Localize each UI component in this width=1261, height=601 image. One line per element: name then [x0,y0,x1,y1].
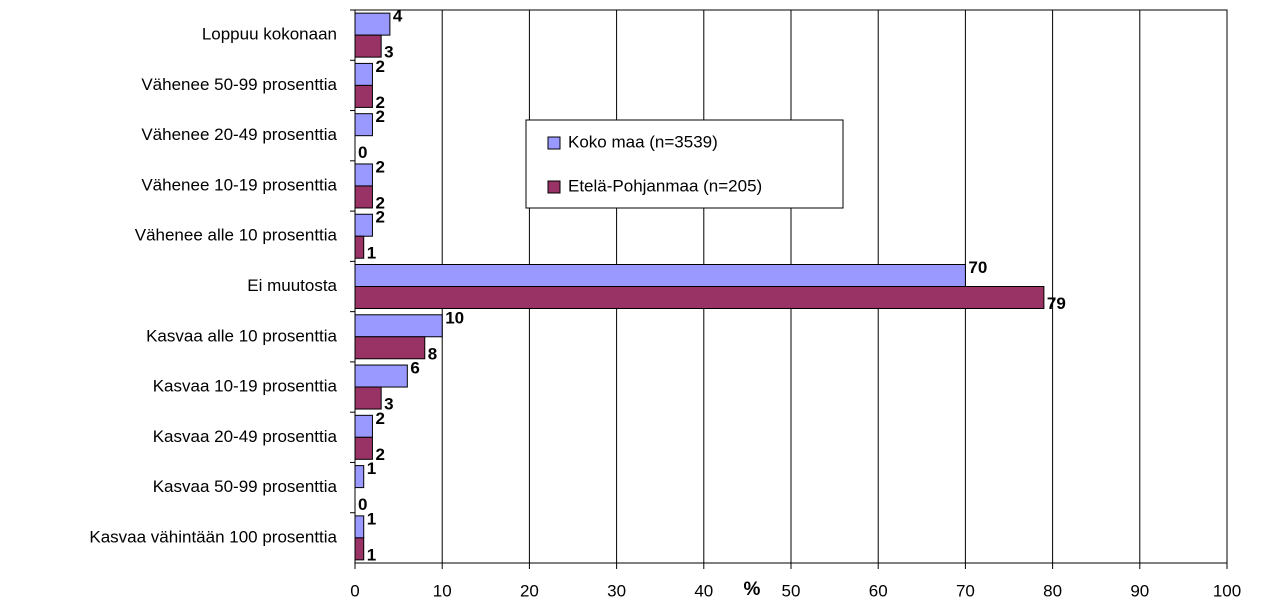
data-label: 70 [968,258,987,277]
data-label: 2 [375,208,384,227]
bar [354,213,373,237]
x-tick-label: 60 [869,581,888,600]
bar [354,314,443,338]
data-label: 1 [367,244,376,263]
legend-label: Etelä-Pohjanmaa (n=205) [568,176,762,195]
legend-label: Koko maa (n=3539) [568,132,718,151]
x-tick-label: 30 [607,581,626,600]
x-tick-label: 0 [350,581,359,600]
y-tick-label: Kasvaa vähintään 100 prosenttia [89,527,337,546]
x-axis-label: % [744,579,761,600]
data-label: 0 [358,495,367,514]
y-tick-label: Vähenee 20-49 prosenttia [141,125,337,144]
bar [354,336,426,360]
bar [354,62,373,86]
data-label: 1 [367,459,376,478]
data-label: 10 [445,308,464,327]
bar [354,364,408,388]
data-label: 8 [428,344,437,363]
data-label: 2 [375,107,384,126]
legend [525,119,844,209]
y-tick-label: Vähenee alle 10 prosenttia [135,226,338,245]
data-label: 4 [393,7,403,26]
bar [354,414,373,438]
data-label: 1 [367,545,376,564]
x-tick-label: 20 [520,581,539,600]
data-label: 3 [384,43,393,62]
x-tick-label: 100 [1213,581,1241,600]
y-tick-label: Kasvaa 50-99 prosenttia [153,477,338,496]
data-label: 2 [375,409,384,428]
bar [354,515,365,539]
data-label: 0 [358,143,367,162]
data-label: 1 [367,509,376,528]
y-tick-label: Vähenee 50-99 prosenttia [141,75,337,94]
data-label: 2 [375,445,384,464]
bar [354,386,382,410]
legend-swatch [547,136,561,150]
y-tick-label: Kasvaa 20-49 prosenttia [153,427,338,446]
x-tick-label: 90 [1130,581,1149,600]
bar [354,436,373,460]
x-tick-label: 80 [1043,581,1062,600]
data-label: 79 [1047,294,1066,313]
bar [354,235,365,259]
y-tick-label: Loppuu kokonaan [202,25,337,44]
data-label: 2 [375,57,384,76]
bar [354,465,365,489]
y-tick-label: Vähenee 10-19 prosenttia [141,175,337,194]
bar [354,163,373,187]
legend-swatch [547,180,561,194]
y-tick-label: Kasvaa alle 10 prosenttia [146,326,337,345]
x-tick-label: 10 [433,581,452,600]
data-label: 2 [375,93,384,112]
bar [354,286,1045,309]
bar [354,264,966,287]
data-label: 3 [384,395,393,414]
x-tick-label: 40 [694,581,713,600]
bar [354,537,365,561]
x-tick-label: 70 [956,581,975,600]
y-tick-label: Ei muutosta [247,276,337,295]
data-label: 2 [375,157,384,176]
data-label: 2 [375,193,384,212]
bar [354,113,373,137]
bar [354,84,373,108]
bar [354,12,391,36]
data-label: 6 [410,359,419,378]
bar [354,34,382,58]
y-tick-label: Kasvaa 10-19 prosenttia [153,377,338,396]
bar [354,185,373,209]
x-tick-label: 50 [782,581,801,600]
